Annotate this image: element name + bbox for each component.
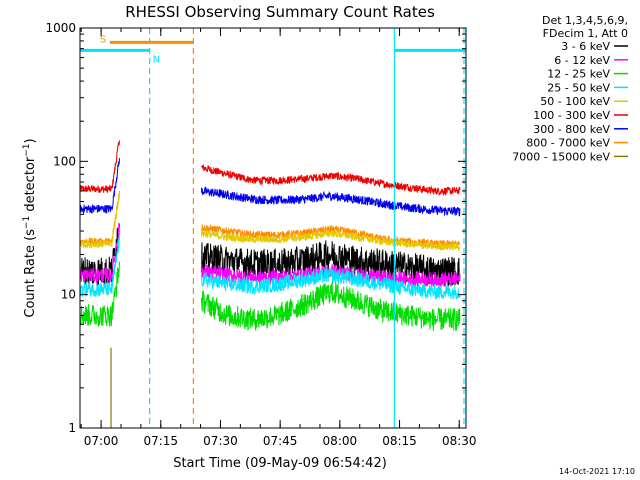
legend-entry-label: 3 - 6 keV: [561, 40, 610, 53]
legend-entry-label: 800 - 7000 keV: [526, 137, 610, 150]
x-tick-label: 08:15: [382, 434, 417, 448]
series-12-25-kev: [79, 261, 461, 332]
series-line: [200, 240, 461, 287]
legend-entry-label: 25 - 50 keV: [547, 81, 610, 94]
y-tick-label: 1000: [45, 21, 76, 35]
x-tick-label: 08:30: [442, 434, 477, 448]
series-line: [79, 192, 120, 249]
legend-entry-label: 6 - 12 keV: [554, 54, 610, 67]
series-line: [79, 140, 120, 193]
axis-layer: 1 10 100 1000 07:00 07:15 07:30 07:45 08:00 08:15…: [45, 21, 476, 448]
series-50-100-kev: [79, 192, 461, 252]
y-axis-label: Count Rate (s−1 detector−1): [22, 138, 38, 317]
annotation-label: S: [100, 34, 106, 45]
series-line: [79, 261, 120, 327]
legend-header: FDecim 1, Att 0: [543, 27, 628, 40]
plot-frame: [79, 27, 467, 429]
x-tick-label: 07:00: [84, 434, 119, 448]
series-6-12-kev: [79, 222, 461, 288]
footer-timestamp: 14-Oct-2021 17:10: [559, 467, 635, 476]
legend-header: Det 1,3,4,5,6,9,: [542, 14, 628, 27]
legend-entry-label: 12 - 25 keV: [547, 68, 610, 81]
x-tick-label: 08:00: [323, 434, 358, 448]
legend-entry-label: 100 - 300 keV: [533, 109, 610, 122]
x-tick-label: 07:45: [263, 434, 298, 448]
legend-entry-label: 300 - 800 keV: [533, 123, 610, 136]
series-line: [200, 263, 461, 288]
y-tick-label: 10: [61, 288, 76, 302]
series-25-50-kev: [79, 232, 461, 300]
x-axis-label: Start Time (09-May-09 06:54:42): [173, 456, 387, 471]
series-line: [200, 281, 461, 332]
series-line: [200, 186, 461, 217]
legend-entry-label: 50 - 100 keV: [540, 95, 610, 108]
data-layer: SN: [79, 28, 466, 428]
chart-title: RHESSI Observing Summary Count Rates: [125, 3, 435, 21]
series-line: [200, 164, 461, 197]
y-tick-label: 1: [68, 421, 76, 435]
x-tick-label: 07:15: [143, 434, 178, 448]
series-line: [79, 222, 120, 283]
legend: Det 1,3,4,5,6,9,FDecim 1, Att 03 - 6 keV…: [512, 14, 628, 163]
x-tick-label: 07:30: [203, 434, 238, 448]
series-line: [200, 267, 461, 300]
y-tick-label: 100: [53, 154, 76, 168]
series-line: [79, 232, 120, 297]
legend-entry-label: 7000 - 15000 keV: [512, 150, 610, 163]
series-100-300-kev: [79, 140, 461, 197]
series-line: [200, 228, 461, 252]
series-300-800-kev: [79, 158, 461, 217]
annotation-label: N: [153, 54, 160, 65]
series-line: [79, 158, 120, 215]
